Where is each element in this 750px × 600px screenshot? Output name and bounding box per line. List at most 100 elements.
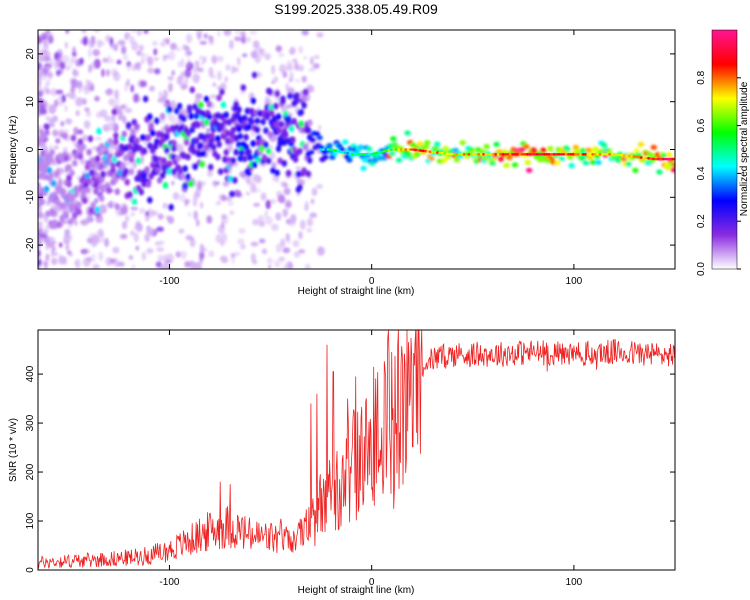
spectrogram-ridge-cell bbox=[284, 137, 290, 145]
spectrogram-ridge-cell bbox=[52, 222, 58, 230]
spectrogram-ridge-cell bbox=[207, 163, 214, 171]
spectrogram-noise-cell bbox=[194, 60, 200, 69]
spectrogram-noise-cell bbox=[73, 260, 80, 266]
spectrogram-core-cell bbox=[576, 153, 580, 156]
spectrogram-noise-cell bbox=[83, 120, 91, 129]
spectrogram-core-cell bbox=[479, 153, 483, 156]
spectrogram-core-cell bbox=[387, 148, 391, 152]
spectrogram-ridge-cell bbox=[297, 147, 303, 155]
snr-x-ticks: -100 0 100 bbox=[159, 330, 583, 588]
spectrogram-noise-cell bbox=[264, 209, 268, 219]
spectrogram-core-cell bbox=[460, 153, 464, 156]
spectrogram-ridge-cell bbox=[246, 148, 252, 156]
spectrogram-noise-cell bbox=[286, 60, 293, 66]
spectrogram-noise-cell bbox=[168, 50, 176, 61]
spectrogram-ridge-cell bbox=[459, 140, 466, 146]
spectrogram-ridge-cell bbox=[69, 195, 75, 203]
spectrogram-ridge-cell bbox=[267, 88, 274, 96]
spectrogram-ridge-cell bbox=[222, 156, 228, 163]
spectrogram-ridge-cell bbox=[301, 167, 307, 175]
spectrogram-ridge-cell bbox=[215, 112, 221, 119]
spectrogram-noise-cell bbox=[92, 263, 100, 269]
spectrogram-core-cell bbox=[351, 153, 355, 156]
spectrogram-noise-cell bbox=[211, 55, 218, 64]
spectrogram-noise-cell bbox=[202, 247, 207, 252]
spectrogram-core-cell bbox=[669, 157, 673, 161]
spectrogram-core-cell bbox=[591, 153, 595, 156]
spectrogram-ridge-cell bbox=[497, 156, 505, 162]
spectrogram-noise-cell bbox=[253, 44, 261, 54]
spectrogram-ridge-cell bbox=[666, 152, 673, 158]
spectrogram-noise-cell bbox=[303, 55, 308, 60]
spectrogram-core-cell bbox=[659, 157, 663, 161]
spectrogram-ridge-cell bbox=[664, 165, 672, 171]
spectrogram-noise-cell bbox=[53, 145, 59, 150]
spectrogram-core-cell bbox=[487, 153, 491, 156]
spectrogram-core-cell bbox=[508, 153, 512, 156]
spectrogram-noise-cell bbox=[239, 243, 246, 250]
spectrogram-ridge-cell bbox=[253, 109, 259, 117]
spectrogram-ridge-cell bbox=[660, 152, 667, 158]
spectrogram-core-cell bbox=[639, 156, 644, 159]
spectrogram-core-cell bbox=[513, 153, 517, 156]
spectrogram-ridge-cell bbox=[274, 169, 281, 177]
spectrogram-noise-cell bbox=[93, 30, 100, 33]
spectrogram-noise-cell bbox=[209, 94, 217, 99]
spectrogram-ridge-cell bbox=[77, 153, 84, 160]
spectrogram-ridge-cell bbox=[417, 141, 424, 147]
spectrogram-noise-cell bbox=[53, 204, 61, 212]
spectrogram-noise-cell bbox=[135, 245, 140, 251]
spectrogram-ridge-cell bbox=[578, 155, 585, 161]
spectrogram-ridge-cell bbox=[166, 168, 173, 176]
spectrogram-core-cell bbox=[392, 148, 396, 151]
spectrogram-ridge-cell bbox=[72, 159, 78, 167]
spectrogram-core-cell bbox=[423, 149, 428, 153]
spectrogram-noise-cell bbox=[147, 227, 154, 237]
spectrogram-ridge-cell bbox=[124, 178, 130, 186]
spectrogram-ridge-cell bbox=[290, 136, 296, 144]
spectrogram-noise-cell bbox=[38, 220, 43, 228]
spectrogram-noise-cell bbox=[48, 118, 54, 127]
spectrogram-ridge-cell bbox=[220, 101, 227, 109]
spectrogram-ridge-cell bbox=[185, 153, 191, 161]
spectrogram-ridge-cell bbox=[206, 113, 213, 121]
spectrogram-core-cell bbox=[329, 148, 333, 151]
spectrogram-noise-cell bbox=[282, 247, 291, 254]
spectrogram-ridge-cell bbox=[200, 150, 207, 158]
spectrogram-ridge-cell bbox=[232, 176, 238, 184]
spectrogram-ridge-core bbox=[319, 148, 675, 161]
spectrogram-ridge-cell bbox=[219, 123, 225, 131]
spectrogram-ridge-cell bbox=[161, 157, 167, 165]
spectrogram-noise-cell bbox=[51, 257, 58, 265]
spectrogram-noise-cell bbox=[57, 178, 63, 188]
spectrogram-ridge-cell bbox=[518, 146, 526, 152]
spectrogram-ridge-cell bbox=[80, 143, 87, 151]
spectrogram-ridge-cell bbox=[125, 121, 132, 129]
spectrogram-ridge-cell bbox=[213, 120, 220, 128]
spectrogram-ridge-cell bbox=[56, 221, 62, 229]
y-tick-label: 20 bbox=[25, 48, 36, 60]
spectrogram-noise-cell bbox=[92, 49, 101, 57]
spectrogram-noise-cell bbox=[309, 56, 314, 65]
spectrogram-noise-cell bbox=[43, 215, 49, 223]
spectrogram-core-cell bbox=[511, 153, 515, 156]
colorbar-bar bbox=[711, 29, 738, 270]
spectrogram-noise-cell bbox=[100, 208, 108, 213]
spectrogram-noise-cell bbox=[184, 77, 189, 85]
spectrogram-ridge-cell bbox=[216, 141, 222, 148]
spectrogram-noise-cell bbox=[147, 67, 155, 74]
colorbar-tick-label: 0.0 bbox=[696, 262, 707, 276]
spectrogram-core-cell bbox=[516, 153, 520, 156]
spectrogram-core-cell bbox=[397, 148, 401, 151]
spectrogram-ridge-cell bbox=[250, 140, 256, 147]
y-tick-label: 200 bbox=[25, 463, 36, 480]
spectrogram-core-cell bbox=[346, 152, 350, 155]
y-tick-label: -10 bbox=[25, 190, 36, 205]
spectrogram-ridge-cell bbox=[219, 88, 225, 96]
spectrogram-core-cell bbox=[598, 153, 602, 156]
spectrogram-ridge-cell bbox=[66, 180, 72, 188]
spectrogram-noise-cell bbox=[157, 213, 164, 220]
spectrogram-noise-cell bbox=[217, 70, 222, 81]
spectrogram-ridge-cell bbox=[489, 160, 496, 166]
spectrogram-core-cell bbox=[341, 151, 345, 154]
